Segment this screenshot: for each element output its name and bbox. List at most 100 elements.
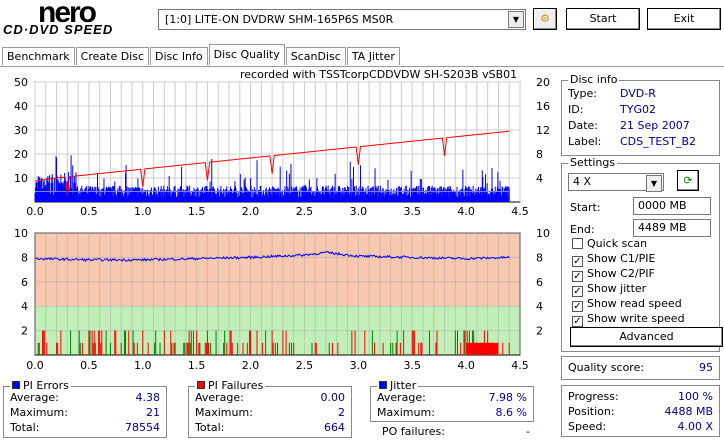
stat-value: 21 <box>146 406 160 419</box>
drive-select[interactable]: [1:0] LITE-ON DVDRW SHM-165P6S MS0R ▼ <box>158 9 526 30</box>
end-input[interactable]: 4489 MB <box>633 219 711 237</box>
jitter-group: Jitter Average: 7.98 % Maximum: 8.6 % <box>370 379 534 422</box>
x-tick-label: 1.0 <box>134 205 152 218</box>
x-tick-label: 4.5 <box>511 359 529 370</box>
x-tick-label: 0.0 <box>26 205 44 218</box>
po-failures-label: PO failures: <box>382 425 445 438</box>
pi_errors-title: PI Errors <box>10 379 71 392</box>
pi_failures-title-text: PI Failures <box>208 379 264 392</box>
checkbox-label: Show C2/PIF <box>587 267 655 280</box>
stat-value: 4.00 X <box>677 420 713 433</box>
stat-label: Maximum: <box>377 406 435 419</box>
stat-row: Total: 78554 <box>10 421 160 434</box>
refresh-speed-icon[interactable]: ⟳ <box>677 170 699 191</box>
stat-row: Progress: 100 % <box>568 390 713 403</box>
chart1-plot <box>34 81 521 203</box>
checkbox-box[interactable]: ✓ <box>572 256 583 267</box>
jitter-title-text: Jitter <box>390 379 417 392</box>
disc-info-row: Type: DVD-R <box>568 87 713 100</box>
pi_errors-title-text: PI Errors <box>23 379 69 392</box>
start-label: Start: <box>570 201 601 214</box>
checkbox-box[interactable]: ✓ <box>572 301 583 312</box>
start-input[interactable]: 0000 MB <box>633 197 711 215</box>
x-tick-label: 0.5 <box>80 359 98 370</box>
quality-score-label: Quality score: <box>568 361 645 374</box>
y-tick-label: 50 <box>14 76 28 89</box>
chart-caption: recorded with TSSTcorpCDDVDW SH-S203B vS… <box>240 68 518 81</box>
y-tick-label: 30 <box>14 124 28 137</box>
speed-select[interactable]: 4 X ▼ <box>568 173 664 192</box>
refresh-drives-icon[interactable]: ⚙ <box>533 8 557 30</box>
tab-create-disc[interactable]: Create Disc <box>75 47 150 65</box>
disc-info-title: Disc info <box>568 73 620 86</box>
jitter-title: Jitter <box>377 379 419 392</box>
tab-disc-quality[interactable]: Disc Quality <box>208 44 285 65</box>
checkbox-show-write-speed[interactable]: ✓ Show write speed <box>572 312 685 327</box>
stat-label: Total: <box>10 421 40 434</box>
checkbox-show-jitter[interactable]: ✓ Show jitter <box>572 282 646 297</box>
tab-scandisc[interactable]: ScanDisc <box>285 47 346 65</box>
stat-value: 0.00 <box>320 391 346 404</box>
disc-info-group: Disc info Type: DVD-R ID: TYG02 Date: 21 Sep … <box>561 73 720 156</box>
quality-score-group: Quality score: 95 <box>561 356 720 380</box>
stat-value: 8.6 % <box>495 406 527 419</box>
tab-bar: Benchmark Create Disc Disc Info Disc Qualit… <box>2 44 401 65</box>
chevron-down-icon[interactable]: ▼ <box>646 175 662 192</box>
y-tick-label: 10 <box>14 227 28 240</box>
stat-label: Speed: <box>568 420 607 433</box>
x-tick-label: 2.5 <box>296 205 314 218</box>
chevron-down-icon[interactable]: ▼ <box>508 11 524 28</box>
disc-info-value: TYG02 <box>620 103 656 116</box>
tab-benchmark[interactable]: Benchmark <box>2 47 75 65</box>
x-tick-label: 0.5 <box>80 205 98 218</box>
x-tick-label: 0.0 <box>26 359 44 370</box>
disc-info-label: Date: <box>568 119 598 132</box>
pi-failure-cluster <box>466 342 499 355</box>
x-tick-label: 1.5 <box>188 359 206 370</box>
stat-value: 78554 <box>125 421 160 434</box>
checkbox-box[interactable]: ✓ <box>572 286 583 297</box>
y2-tick-label: 4 <box>536 172 543 185</box>
checkbox-box[interactable]: ✓ <box>572 271 583 282</box>
tab-disc-info[interactable]: Disc Info <box>150 47 208 65</box>
checkbox-label: Show C1/PIE <box>587 252 656 265</box>
checkbox-show-c2-pif[interactable]: ✓ Show C2/PIF <box>572 267 655 282</box>
po-failures: PO failures: - <box>382 425 530 438</box>
y2-tick-label: 12 <box>536 124 550 137</box>
checkbox-box[interactable]: ✓ <box>572 316 583 327</box>
speed-select-value: 4 X <box>573 175 592 188</box>
checkbox-show-read-speed[interactable]: ✓ Show read speed <box>572 297 682 312</box>
stat-label: Progress: <box>568 390 619 403</box>
stat-row: Maximum: 8.6 % <box>377 406 527 419</box>
tab-ta-jitter[interactable]: TA Jitter <box>346 47 400 65</box>
x-tick-label: 4.5 <box>511 205 529 218</box>
stat-label: Average: <box>377 391 426 404</box>
disc-info-row: ID: TYG02 <box>568 103 713 116</box>
progress-group: Progress: 100 % Position: 4488 MB Speed: 4.00… <box>561 385 720 437</box>
stat-value: 100 % <box>678 390 713 403</box>
checkbox-show-c1-pie[interactable]: ✓ Show C1/PIE <box>572 252 655 267</box>
checkbox-label: Quick scan <box>587 237 648 250</box>
disc-info-row: Date: 21 Sep 2007 <box>568 119 713 132</box>
stat-value: 4.38 <box>135 391 161 404</box>
end-label: End: <box>570 223 595 236</box>
stat-row: Maximum: 21 <box>10 406 160 419</box>
disc-info-label: ID: <box>568 103 584 116</box>
stat-row: Maximum: 2 <box>195 406 345 419</box>
x-tick-label: 2.0 <box>242 205 260 218</box>
y2-tick-label: 20 <box>536 76 550 89</box>
x-tick-label: 4.0 <box>457 359 475 370</box>
exit-button[interactable]: Exit <box>647 8 721 30</box>
disc-info-value: CDS_TEST_B2 <box>620 135 697 148</box>
advanced-button[interactable]: Advanced <box>570 327 723 347</box>
stat-value: 664 <box>324 421 345 434</box>
y-tick-label: 8 <box>21 251 28 264</box>
stat-label: Position: <box>568 405 615 418</box>
x-tick-label: 1.0 <box>134 359 152 370</box>
y2-tick-label: 8 <box>536 148 543 161</box>
checkbox-quick-scan[interactable]: Quick scan <box>572 237 647 250</box>
start-button[interactable]: Start <box>566 8 640 30</box>
checkbox-label: Show write speed <box>587 312 685 325</box>
disc-info-row: Label: CDS_TEST_B2 <box>568 135 713 148</box>
checkbox-box[interactable] <box>572 238 583 249</box>
